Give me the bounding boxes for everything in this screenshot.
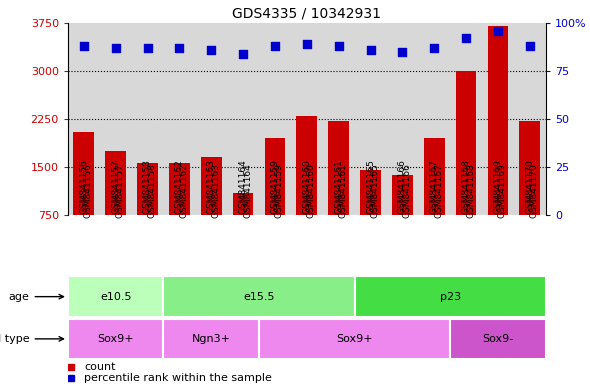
Text: Sox9-: Sox9-: [483, 334, 513, 344]
Text: GSM841156: GSM841156: [84, 163, 93, 218]
Bar: [519, 121, 540, 263]
Text: GSM841168: GSM841168: [466, 163, 475, 218]
Bar: [259, 319, 450, 359]
Text: age: age: [9, 291, 64, 302]
Text: GSM841170: GSM841170: [530, 163, 539, 218]
Text: GSM841163: GSM841163: [211, 163, 220, 218]
Bar: [328, 121, 349, 263]
Text: GSM841160: GSM841160: [307, 163, 316, 218]
Text: p23: p23: [440, 291, 461, 302]
Bar: [68, 319, 163, 359]
Bar: [163, 276, 355, 317]
Bar: [169, 163, 190, 263]
Bar: [360, 170, 381, 263]
Bar: [450, 319, 546, 359]
Point: [430, 45, 439, 51]
Point: [111, 45, 120, 51]
Text: GSM841167: GSM841167: [434, 163, 443, 218]
Point: [206, 47, 216, 53]
Point: [493, 28, 503, 34]
Text: GSM841164: GSM841164: [243, 163, 252, 218]
Point: [334, 43, 343, 49]
Text: GSM841159: GSM841159: [275, 163, 284, 218]
Text: e10.5: e10.5: [100, 291, 132, 302]
Point: [302, 41, 312, 47]
Text: GSM841161: GSM841161: [339, 163, 348, 218]
Text: Sox9+: Sox9+: [97, 334, 134, 344]
Bar: [392, 175, 413, 263]
Bar: [296, 116, 317, 263]
Bar: [68, 276, 163, 317]
Point: [238, 51, 248, 57]
Point: [461, 35, 471, 41]
Text: count: count: [84, 362, 116, 372]
Bar: [355, 276, 546, 317]
Text: GSM841157: GSM841157: [116, 163, 124, 218]
Text: GSM841162: GSM841162: [179, 163, 188, 218]
Bar: [105, 151, 126, 263]
Text: Sox9+: Sox9+: [336, 334, 373, 344]
Text: GSM841166: GSM841166: [402, 163, 411, 218]
Bar: [137, 163, 158, 263]
Bar: [424, 138, 445, 263]
Point: [525, 43, 535, 49]
Bar: [163, 319, 259, 359]
Title: GDS4335 / 10342931: GDS4335 / 10342931: [232, 7, 381, 20]
Bar: [264, 138, 286, 263]
Bar: [73, 132, 94, 263]
Bar: [201, 157, 222, 263]
Bar: [487, 26, 509, 263]
Text: e15.5: e15.5: [243, 291, 275, 302]
Point: [366, 47, 375, 53]
Text: GSM841169: GSM841169: [498, 163, 507, 218]
Bar: [455, 71, 477, 263]
Text: cell type: cell type: [0, 334, 64, 344]
Point: [79, 43, 88, 49]
Point: [175, 45, 184, 51]
Point: [270, 43, 280, 49]
Bar: [232, 193, 254, 263]
Point: [398, 49, 407, 55]
Text: GSM841158: GSM841158: [148, 163, 156, 218]
Point: [143, 45, 152, 51]
Text: Ngn3+: Ngn3+: [192, 334, 231, 344]
Text: GSM841165: GSM841165: [371, 163, 379, 218]
Text: percentile rank within the sample: percentile rank within the sample: [84, 373, 272, 383]
